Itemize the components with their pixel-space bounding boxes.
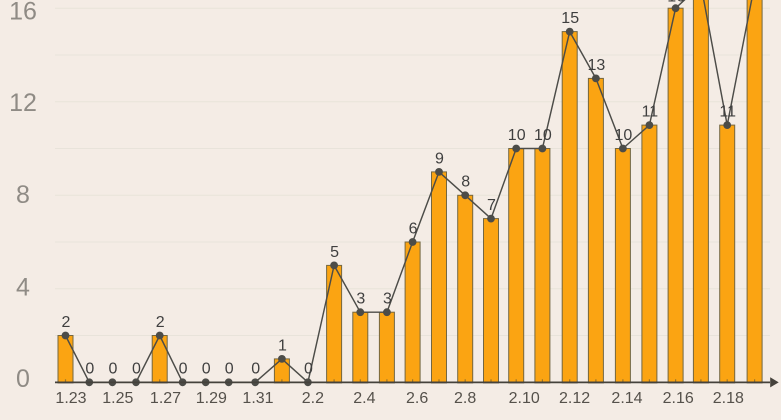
svg-text:0: 0 xyxy=(202,361,211,378)
svg-text:10: 10 xyxy=(615,127,633,144)
svg-text:13: 13 xyxy=(588,57,606,74)
svg-text:2: 2 xyxy=(62,314,71,331)
svg-text:2.16: 2.16 xyxy=(663,390,694,407)
svg-text:1.31: 1.31 xyxy=(242,390,273,407)
svg-text:16: 16 xyxy=(9,0,37,26)
svg-text:2.14: 2.14 xyxy=(611,390,642,407)
svg-text:15: 15 xyxy=(561,10,579,27)
svg-text:1.29: 1.29 xyxy=(196,390,227,407)
svg-text:2.4: 2.4 xyxy=(353,390,375,407)
svg-text:0: 0 xyxy=(132,361,141,378)
svg-text:8: 8 xyxy=(461,174,470,191)
svg-text:0: 0 xyxy=(85,361,94,378)
svg-text:11: 11 xyxy=(642,104,659,121)
svg-text:2: 2 xyxy=(156,314,165,331)
svg-text:5: 5 xyxy=(330,244,339,261)
svg-text:4: 4 xyxy=(16,274,30,302)
svg-text:11: 11 xyxy=(719,104,736,121)
svg-text:2.6: 2.6 xyxy=(406,390,428,407)
svg-text:2.2: 2.2 xyxy=(302,390,324,407)
svg-text:9: 9 xyxy=(435,150,444,167)
svg-text:0: 0 xyxy=(251,361,260,378)
svg-text:1: 1 xyxy=(278,337,287,354)
svg-text:3: 3 xyxy=(383,291,392,308)
svg-text:1.25: 1.25 xyxy=(102,390,133,407)
svg-text:2.10: 2.10 xyxy=(509,390,540,407)
svg-text:0: 0 xyxy=(225,361,234,378)
svg-text:8: 8 xyxy=(16,181,30,209)
svg-text:12: 12 xyxy=(9,89,37,117)
svg-text:2.12: 2.12 xyxy=(559,390,590,407)
svg-text:2.8: 2.8 xyxy=(454,390,476,407)
svg-text:0: 0 xyxy=(16,365,30,393)
svg-text:2.18: 2.18 xyxy=(713,390,744,407)
svg-text:0: 0 xyxy=(304,361,313,378)
svg-text:1.23: 1.23 xyxy=(55,390,86,407)
svg-text:10: 10 xyxy=(508,127,526,144)
svg-text:0: 0 xyxy=(179,361,188,378)
svg-text:7: 7 xyxy=(487,197,496,214)
svg-text:10: 10 xyxy=(534,127,552,144)
svg-text:3: 3 xyxy=(356,291,365,308)
svg-text:16: 16 xyxy=(667,0,685,5)
svg-text:6: 6 xyxy=(409,220,418,237)
svg-text:1.27: 1.27 xyxy=(150,390,181,407)
svg-text:0: 0 xyxy=(108,361,117,378)
